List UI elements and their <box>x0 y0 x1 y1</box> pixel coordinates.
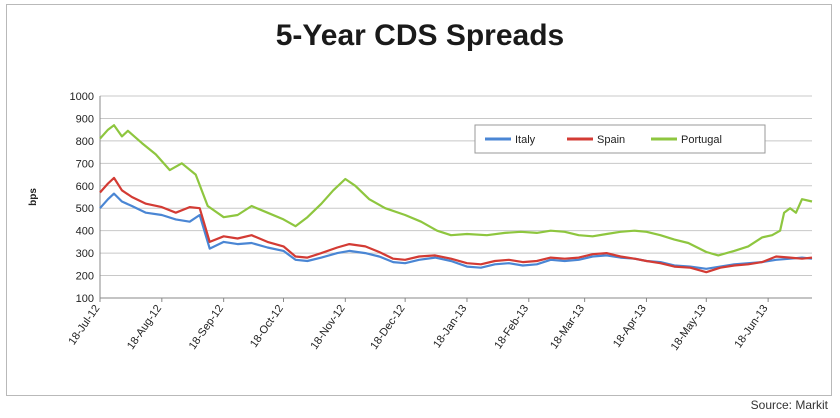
x-tick-label: 18-Nov-12 <box>308 303 347 352</box>
series-line-portugal <box>99 124 813 257</box>
source-note: Source: Markit <box>750 398 828 412</box>
series-line-italy <box>99 192 813 270</box>
y-tick-label: 300 <box>76 248 94 260</box>
legend-label-italy: Italy <box>515 134 536 146</box>
x-tick-label: 18-Jul-12 <box>66 303 102 347</box>
chart-title: 5-Year CDS Spreads <box>275 19 565 52</box>
x-tick-label: 18-Dec-12 <box>368 303 407 352</box>
y-tick-label: 200 <box>76 271 94 283</box>
y-tick-label: 1000 <box>70 91 94 103</box>
x-tick-label: 18-Jun-13 <box>732 303 770 350</box>
x-tick-label: 18-May-13 <box>669 303 709 353</box>
series-line-spain <box>99 176 813 274</box>
x-tick-label: 18-Feb-13 <box>492 303 531 351</box>
y-tick-label: 900 <box>76 113 94 125</box>
y-tick-label: 100 <box>76 293 94 305</box>
x-tick-label: 18-Apr-13 <box>611 303 649 350</box>
y-axis-label: bps <box>28 188 39 206</box>
x-tick-label: 18-Mar-13 <box>548 303 587 351</box>
x-tick-label: 18-Sep-12 <box>187 303 226 352</box>
x-tick-label: 18-Jan-13 <box>431 303 469 350</box>
y-tick-label: 400 <box>76 226 94 238</box>
y-tick-label: 700 <box>76 158 94 170</box>
legend-label-spain: Spain <box>597 134 625 146</box>
chart-frame: 5-Year CDS Spreads <box>6 4 832 396</box>
legend-box <box>474 124 766 154</box>
y-tick-label: 600 <box>76 181 94 193</box>
x-tick-label: 18-Aug-12 <box>125 303 164 352</box>
x-tick-label: 18-Oct-12 <box>248 303 286 350</box>
y-tick-label: 800 <box>76 136 94 148</box>
y-tick-label: 500 <box>76 203 94 215</box>
legend-label-portugal: Portugal <box>681 134 722 146</box>
